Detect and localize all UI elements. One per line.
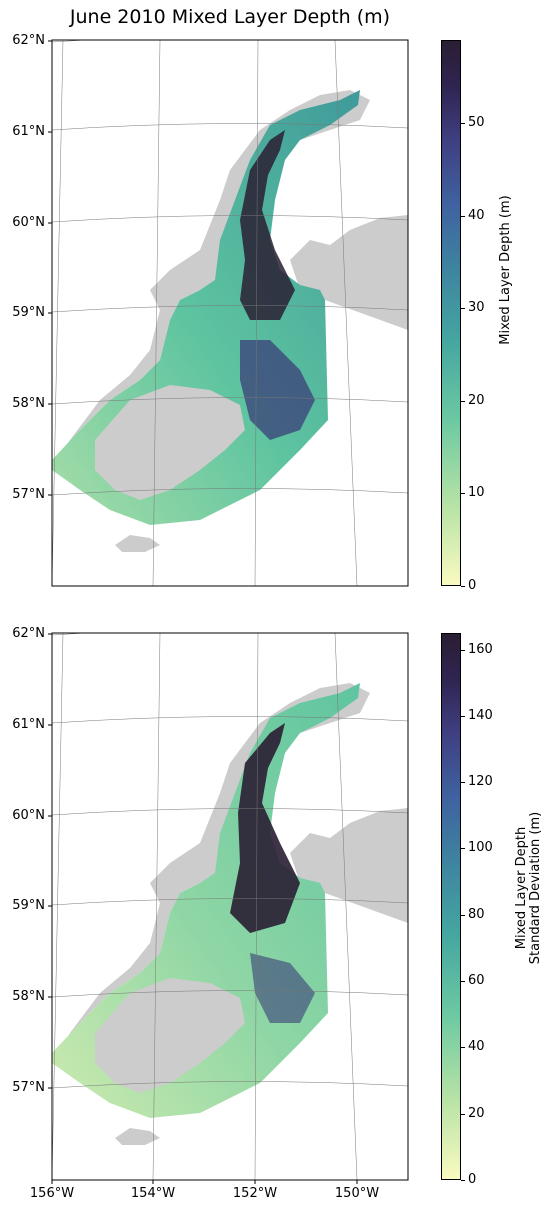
colorbar-tick-mark <box>461 493 465 495</box>
colorbar-tick-label: 10 <box>468 485 485 501</box>
lat-label-57: 57°N <box>12 487 45 502</box>
colorbar-tick-label: 140 <box>468 707 493 723</box>
lat-label-61: 61°N <box>12 717 45 732</box>
colorbar-tick-label: 40 <box>468 207 485 223</box>
lat-label-62: 62°N <box>12 33 45 48</box>
lat-label-58: 58°N <box>12 989 45 1004</box>
tick-marks <box>48 633 358 1184</box>
colorbar-top <box>441 40 461 586</box>
deep-area-east <box>240 340 315 440</box>
lat-tick-marks <box>48 40 52 496</box>
colorbar-tick-mark <box>461 1047 465 1049</box>
lon-label-154: 154°W <box>130 1186 176 1201</box>
deep-channel <box>240 130 295 320</box>
lat-label-59: 59°N <box>12 305 45 320</box>
small-island <box>115 1128 160 1145</box>
small-island <box>115 535 160 552</box>
colorbar-tick-label: 100 <box>468 840 493 856</box>
colorbar-tick-label: 120 <box>468 774 493 790</box>
colorbar-tick-mark <box>461 715 465 717</box>
colorbar-tick-mark <box>461 1113 465 1115</box>
colorbar-tick-mark <box>461 400 465 402</box>
map-panel-top: 62°N 61°N 60°N 59°N 58°N 57°N 0 10 20 30 40 5… <box>0 0 550 600</box>
colorbar-tick-label: 160 <box>468 641 493 657</box>
colorbar-bottom-label-line1: Mixed Layer Depth <box>514 826 529 950</box>
lon-label-152: 152°W <box>232 1186 278 1201</box>
figure-title: June 2010 Mixed Layer Depth (m) <box>69 6 391 28</box>
map-top <box>48 39 409 587</box>
colorbar-tick-label: 20 <box>468 392 485 408</box>
colorbar-tick-label: 40 <box>468 1039 485 1055</box>
lat-label-61: 61°N <box>12 124 45 139</box>
lat-label-57: 57°N <box>12 1080 45 1095</box>
graticule <box>52 633 408 1180</box>
lat-label-58: 58°N <box>12 396 45 411</box>
colorbar-tick-mark <box>461 123 465 125</box>
colorbar-top-label: Mixed Layer Depth (m) <box>498 195 513 345</box>
colorbar-tick-mark <box>461 308 465 310</box>
colorbar-tick-mark <box>461 981 465 983</box>
colorbar-bottom <box>441 633 461 1180</box>
deep-area-east <box>250 953 315 1023</box>
graticule <box>52 40 408 586</box>
colorbar-tick-mark <box>461 649 465 651</box>
kodiak-island <box>95 385 245 500</box>
deep-channel <box>230 723 300 933</box>
lat-label-62: 62°N <box>12 626 45 641</box>
lat-label-60: 60°N <box>12 215 45 230</box>
colorbar-tick-label: 0 <box>468 578 477 593</box>
kodiak-island <box>95 978 245 1093</box>
lat-label-59: 59°N <box>12 898 45 913</box>
colorbar-tick-label: 20 <box>468 1105 485 1121</box>
colorbar-tick-mark <box>461 215 465 217</box>
colorbar-tick-label: 50 <box>468 115 485 131</box>
colorbar-tick-mark <box>461 586 465 587</box>
colorbar-tick-mark <box>461 1180 465 1181</box>
colorbar-tick-label: 80 <box>468 906 485 922</box>
colorbar-tick-label: 60 <box>468 973 485 989</box>
map-bottom <box>48 632 409 1184</box>
colorbar-tick-mark <box>461 914 465 916</box>
lon-label-156: 156°W <box>29 1186 75 1201</box>
colorbar-tick-mark <box>461 848 465 850</box>
colorbar-tick-label: 0 <box>468 1172 477 1187</box>
lat-label-60: 60°N <box>12 808 45 823</box>
lon-label-150: 150°W <box>334 1186 380 1201</box>
colorbar-bottom-label-line2: Standard Deviation (m) <box>528 811 543 965</box>
map-panel-bottom: 62°N 61°N 60°N 59°N 58°N 57°N 156°W 154°… <box>0 593 550 1211</box>
colorbar-tick-mark <box>461 782 465 784</box>
colorbar-tick-label: 30 <box>468 300 485 316</box>
